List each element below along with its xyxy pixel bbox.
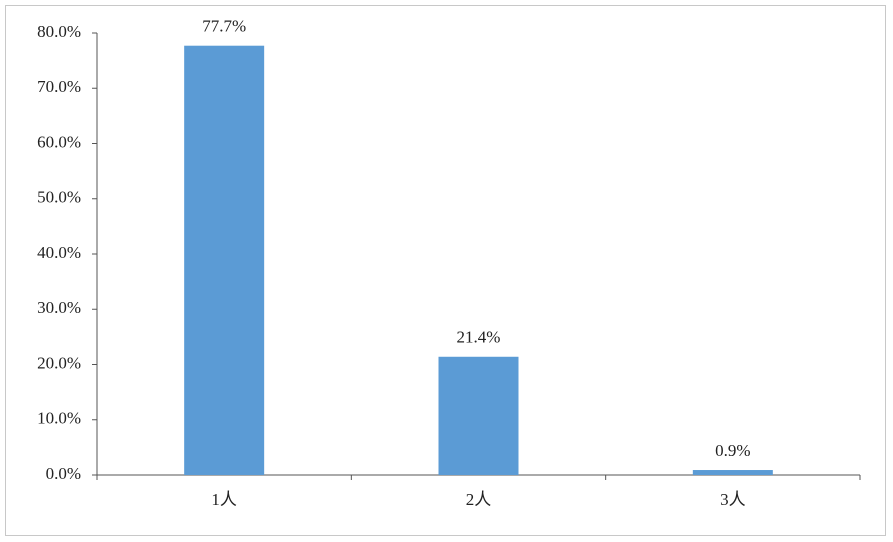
y-tick-label: 40.0% <box>37 243 81 262</box>
value-label: 21.4% <box>457 328 501 347</box>
y-tick-label: 70.0% <box>37 77 81 96</box>
y-tick-label: 20.0% <box>37 353 81 372</box>
y-tick-label: 50.0% <box>37 188 81 207</box>
bar <box>184 45 265 476</box>
x-tick-label: 3人 <box>720 490 746 509</box>
y-tick-label: 80.0% <box>37 22 81 41</box>
y-tick-label: 60.0% <box>37 132 81 151</box>
bar <box>438 356 519 475</box>
y-tick-label: 0.0% <box>46 464 81 483</box>
y-tick-label: 30.0% <box>37 298 81 317</box>
y-tick-label: 10.0% <box>37 409 81 428</box>
value-label: 0.9% <box>715 441 750 460</box>
x-tick-label: 2人 <box>466 490 492 509</box>
value-label: 77.7% <box>202 17 246 36</box>
x-tick-label: 1人 <box>211 490 237 509</box>
bar <box>692 470 773 475</box>
